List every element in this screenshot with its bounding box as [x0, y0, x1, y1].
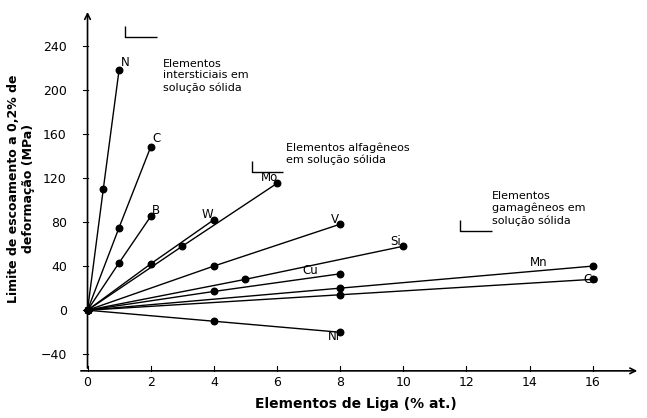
Point: [208, 217, 219, 223]
Point: [335, 270, 345, 277]
Point: [82, 307, 93, 314]
Point: [240, 276, 250, 283]
Text: Co: Co: [583, 273, 598, 286]
Point: [82, 307, 93, 314]
Text: Elementos
intersticiais em
solução sólida: Elementos intersticiais em solução sólid…: [163, 59, 249, 92]
Point: [177, 243, 188, 250]
Text: V: V: [331, 213, 338, 226]
Text: Si: Si: [391, 235, 401, 248]
Point: [208, 318, 219, 325]
Text: Cu: Cu: [302, 264, 318, 277]
Point: [82, 307, 93, 314]
Point: [82, 307, 93, 314]
Point: [82, 307, 93, 314]
Point: [335, 291, 345, 298]
Point: [114, 66, 124, 73]
Point: [98, 186, 109, 192]
Point: [82, 307, 93, 314]
Point: [82, 307, 93, 314]
Point: [587, 276, 598, 283]
Point: [82, 307, 93, 314]
Point: [587, 263, 598, 270]
Text: Mo: Mo: [261, 171, 278, 184]
Text: C: C: [152, 132, 160, 145]
Point: [208, 263, 219, 270]
Point: [208, 288, 219, 295]
Point: [146, 144, 156, 150]
Point: [82, 307, 93, 314]
Text: N: N: [121, 56, 129, 69]
Point: [146, 260, 156, 267]
Point: [272, 180, 282, 187]
Point: [335, 221, 345, 227]
Text: Elementos
gamagêneos em
solução sólida: Elementos gamagêneos em solução sólida: [492, 191, 585, 225]
Text: Ni: Ni: [327, 330, 340, 343]
X-axis label: Elementos de Liga (% at.): Elementos de Liga (% at.): [255, 397, 457, 411]
Point: [335, 329, 345, 336]
Text: Elementos alfagêneos
em solução sólida: Elementos alfagêneos em solução sólida: [287, 143, 410, 165]
Text: W: W: [201, 208, 213, 221]
Text: B: B: [152, 204, 160, 217]
Point: [114, 224, 124, 231]
Point: [146, 213, 156, 220]
Point: [398, 243, 408, 250]
Point: [114, 260, 124, 266]
Text: Mn: Mn: [529, 256, 547, 269]
Point: [82, 307, 93, 314]
Point: [335, 285, 345, 291]
Point: [82, 307, 93, 314]
Y-axis label: Limite de escoamento a 0,2% de
deformação (MPa): Limite de escoamento a 0,2% de deformaçã…: [7, 75, 35, 303]
